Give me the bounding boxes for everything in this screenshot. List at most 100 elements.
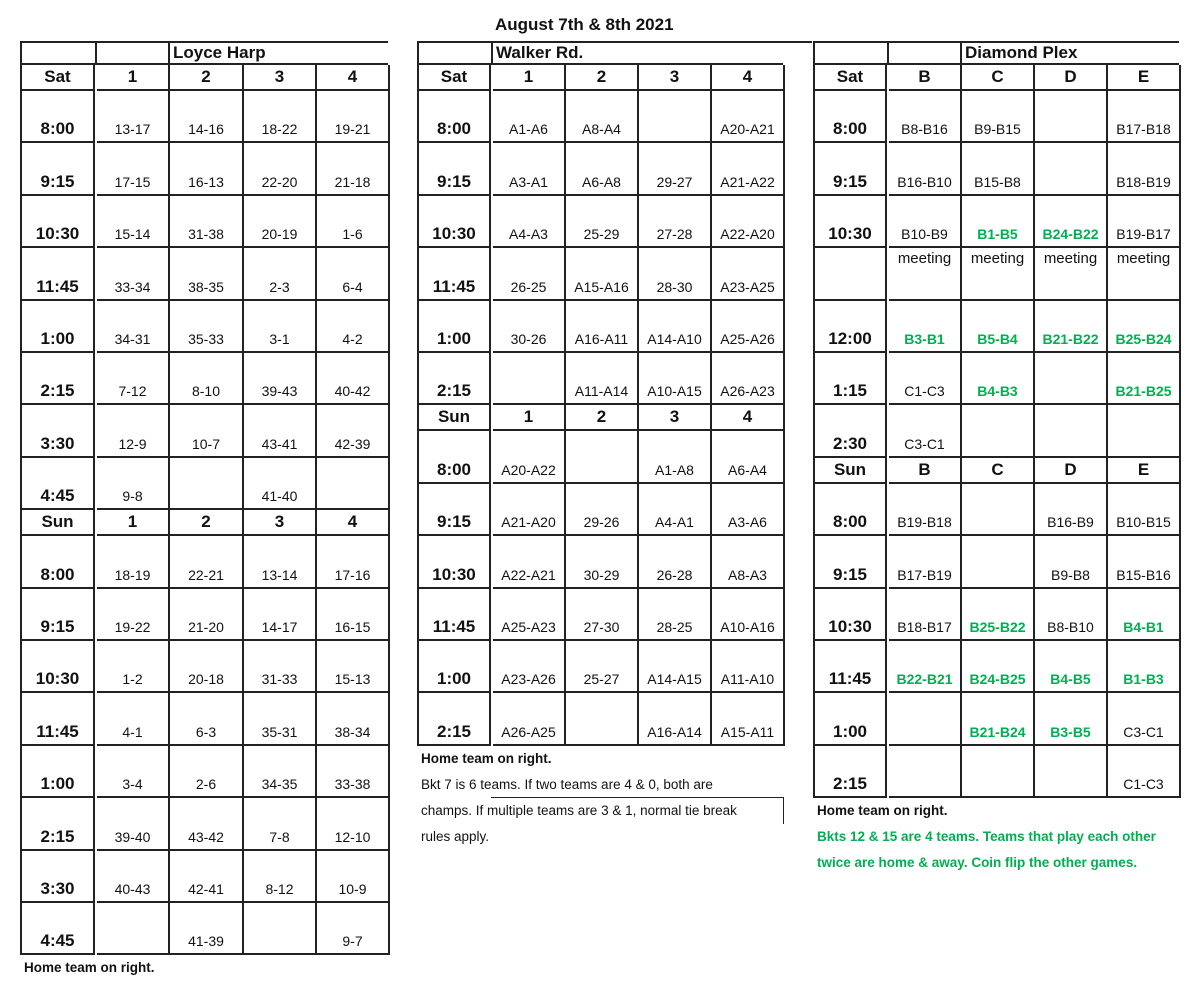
game-cell: 4-2 [317,300,390,353]
field-header-text: D [1064,67,1077,86]
game-cell: 18-22 [244,91,317,144]
game-cell-text: 38-34 [334,723,371,740]
game-cell: A25-A26 [712,300,785,353]
time-label-text: 10:30 [432,224,476,244]
game-cell: A22-A21 [493,536,566,589]
game-cell-text: 21-18 [334,173,371,190]
game-cell-text: 38-35 [188,278,224,295]
time-label-text: 9:15 [436,512,472,532]
game-cell: A23-A26 [493,641,566,694]
game-cell: A14-A15 [639,641,712,694]
time-label-text: 2:30 [832,433,868,453]
schedule-note: twice are home & away. Coin flip the oth… [817,855,1138,871]
game-cell: 9-7 [317,903,390,956]
game-cell-text: 12-9 [118,435,147,452]
time-label: 1:00 [419,641,491,694]
game-cell-text: B5-B4 [977,330,1018,347]
game-cell-text: A25-A23 [501,618,556,635]
game-cell-text: 12-10 [334,828,371,845]
game-cell-text: 16-15 [334,618,371,635]
game-cell: B24-B25 [962,641,1035,694]
game-cell-text: 31-33 [261,671,298,688]
game-cell-text: 22-21 [188,566,224,583]
time-label-text: 1:00 [40,328,75,348]
game-cell-text: A4-A1 [655,514,694,531]
game-cell: 40-43 [97,850,170,903]
game-cell [889,693,962,746]
game-cell-text: 8-10 [191,383,221,400]
game-cell-text: 41-39 [188,933,224,950]
time-label-text: 11:45 [432,276,476,296]
game-cell-text: 10-7 [191,435,221,452]
game-cell: B3-B5 [1035,693,1108,746]
day-label: Sat [815,65,887,91]
game-cell: meeting [1108,248,1181,301]
game-cell: B4-B5 [1035,641,1108,694]
game-cell-text: 28-25 [656,618,693,635]
game-cell-text: 42-41 [188,880,224,897]
game-cell-text: A15-A16 [574,278,629,295]
game-cell: 29-26 [566,483,639,537]
game-cell-text: B8-B10 [1047,618,1094,635]
game-cell-text: 1-2 [122,671,143,688]
time-label-text: 9:15 [436,171,472,191]
game-cell: meeting [889,248,962,301]
field-header-text: D [1064,459,1077,479]
game-cell-text: B19-B18 [897,514,952,531]
schedule-note: Bkts 12 & 15 are 4 teams. Teams that pla… [817,829,1156,845]
game-cell: B18-B19 [1108,143,1181,196]
time-label: 8:00 [419,431,491,484]
game-cell: A23-A25 [712,248,785,301]
game-cell: 35-33 [170,300,244,353]
game-cell: A21-A22 [712,143,785,196]
field-header: C [962,65,1035,91]
field-header-text: 3 [274,67,285,86]
game-cell: 18-19 [97,536,170,589]
time-label: 9:15 [419,143,491,196]
field-header: 3 [639,405,712,432]
game-cell: B24-B22 [1035,195,1108,249]
game-cell-text: 20-18 [188,671,224,688]
game-cell: C1-C3 [1108,745,1181,799]
game-cell: 42-41 [170,850,244,903]
game-cell: 17-16 [317,536,390,589]
game-cell-text: 14-16 [188,121,224,138]
time-label: 10:30 [815,588,887,641]
field-header: 1 [493,65,566,91]
game-cell [1035,405,1108,458]
game-cell: A4-A3 [493,195,566,249]
time-label: 11:45 [22,248,95,301]
game-cell [889,745,962,799]
game-cell: B15-B8 [962,143,1035,196]
game-cell: A8-A3 [712,536,785,589]
schedule-note: rules apply. [421,828,490,844]
time-label: 1:15 [815,353,887,406]
time-label: 2:15 [815,745,887,799]
venue-title-row: Loyce Harp [20,41,388,64]
time-label: 2:15 [419,693,491,746]
game-cell-text: B4-B1 [1123,618,1164,635]
schedule-table: Sat 1 2 3 4 8:00 A1-A6 A8-A4 A20-A21 9:15 A3-A1 A6-… [417,63,785,746]
game-cell-text: A11-A14 [574,383,629,400]
game-cell-text: B21-B24 [969,723,1026,740]
game-cell: A25-A23 [493,588,566,641]
game-cell [170,457,244,511]
game-cell-text: B21-B25 [1115,383,1172,400]
field-header-text: 1 [523,407,534,427]
time-label-text: 2:15 [832,774,868,794]
time-label: 1:00 [22,745,95,799]
game-cell: B15-B16 [1108,536,1181,589]
field-header: D [1035,65,1108,91]
game-cell: B18-B17 [889,588,962,641]
game-cell: A10-A15 [639,353,712,406]
game-cell [317,457,390,511]
game-cell: A20-A21 [712,91,785,144]
game-cell-text: B18-B19 [1116,173,1171,190]
game-cell [1035,143,1108,196]
field-header: 3 [244,510,317,537]
game-cell-text: 2-6 [195,776,217,793]
game-cell: 14-17 [244,588,317,641]
game-cell-text: 19-21 [334,121,371,138]
day-label: Sat [419,65,491,91]
game-cell-text: A23-A25 [720,278,775,295]
